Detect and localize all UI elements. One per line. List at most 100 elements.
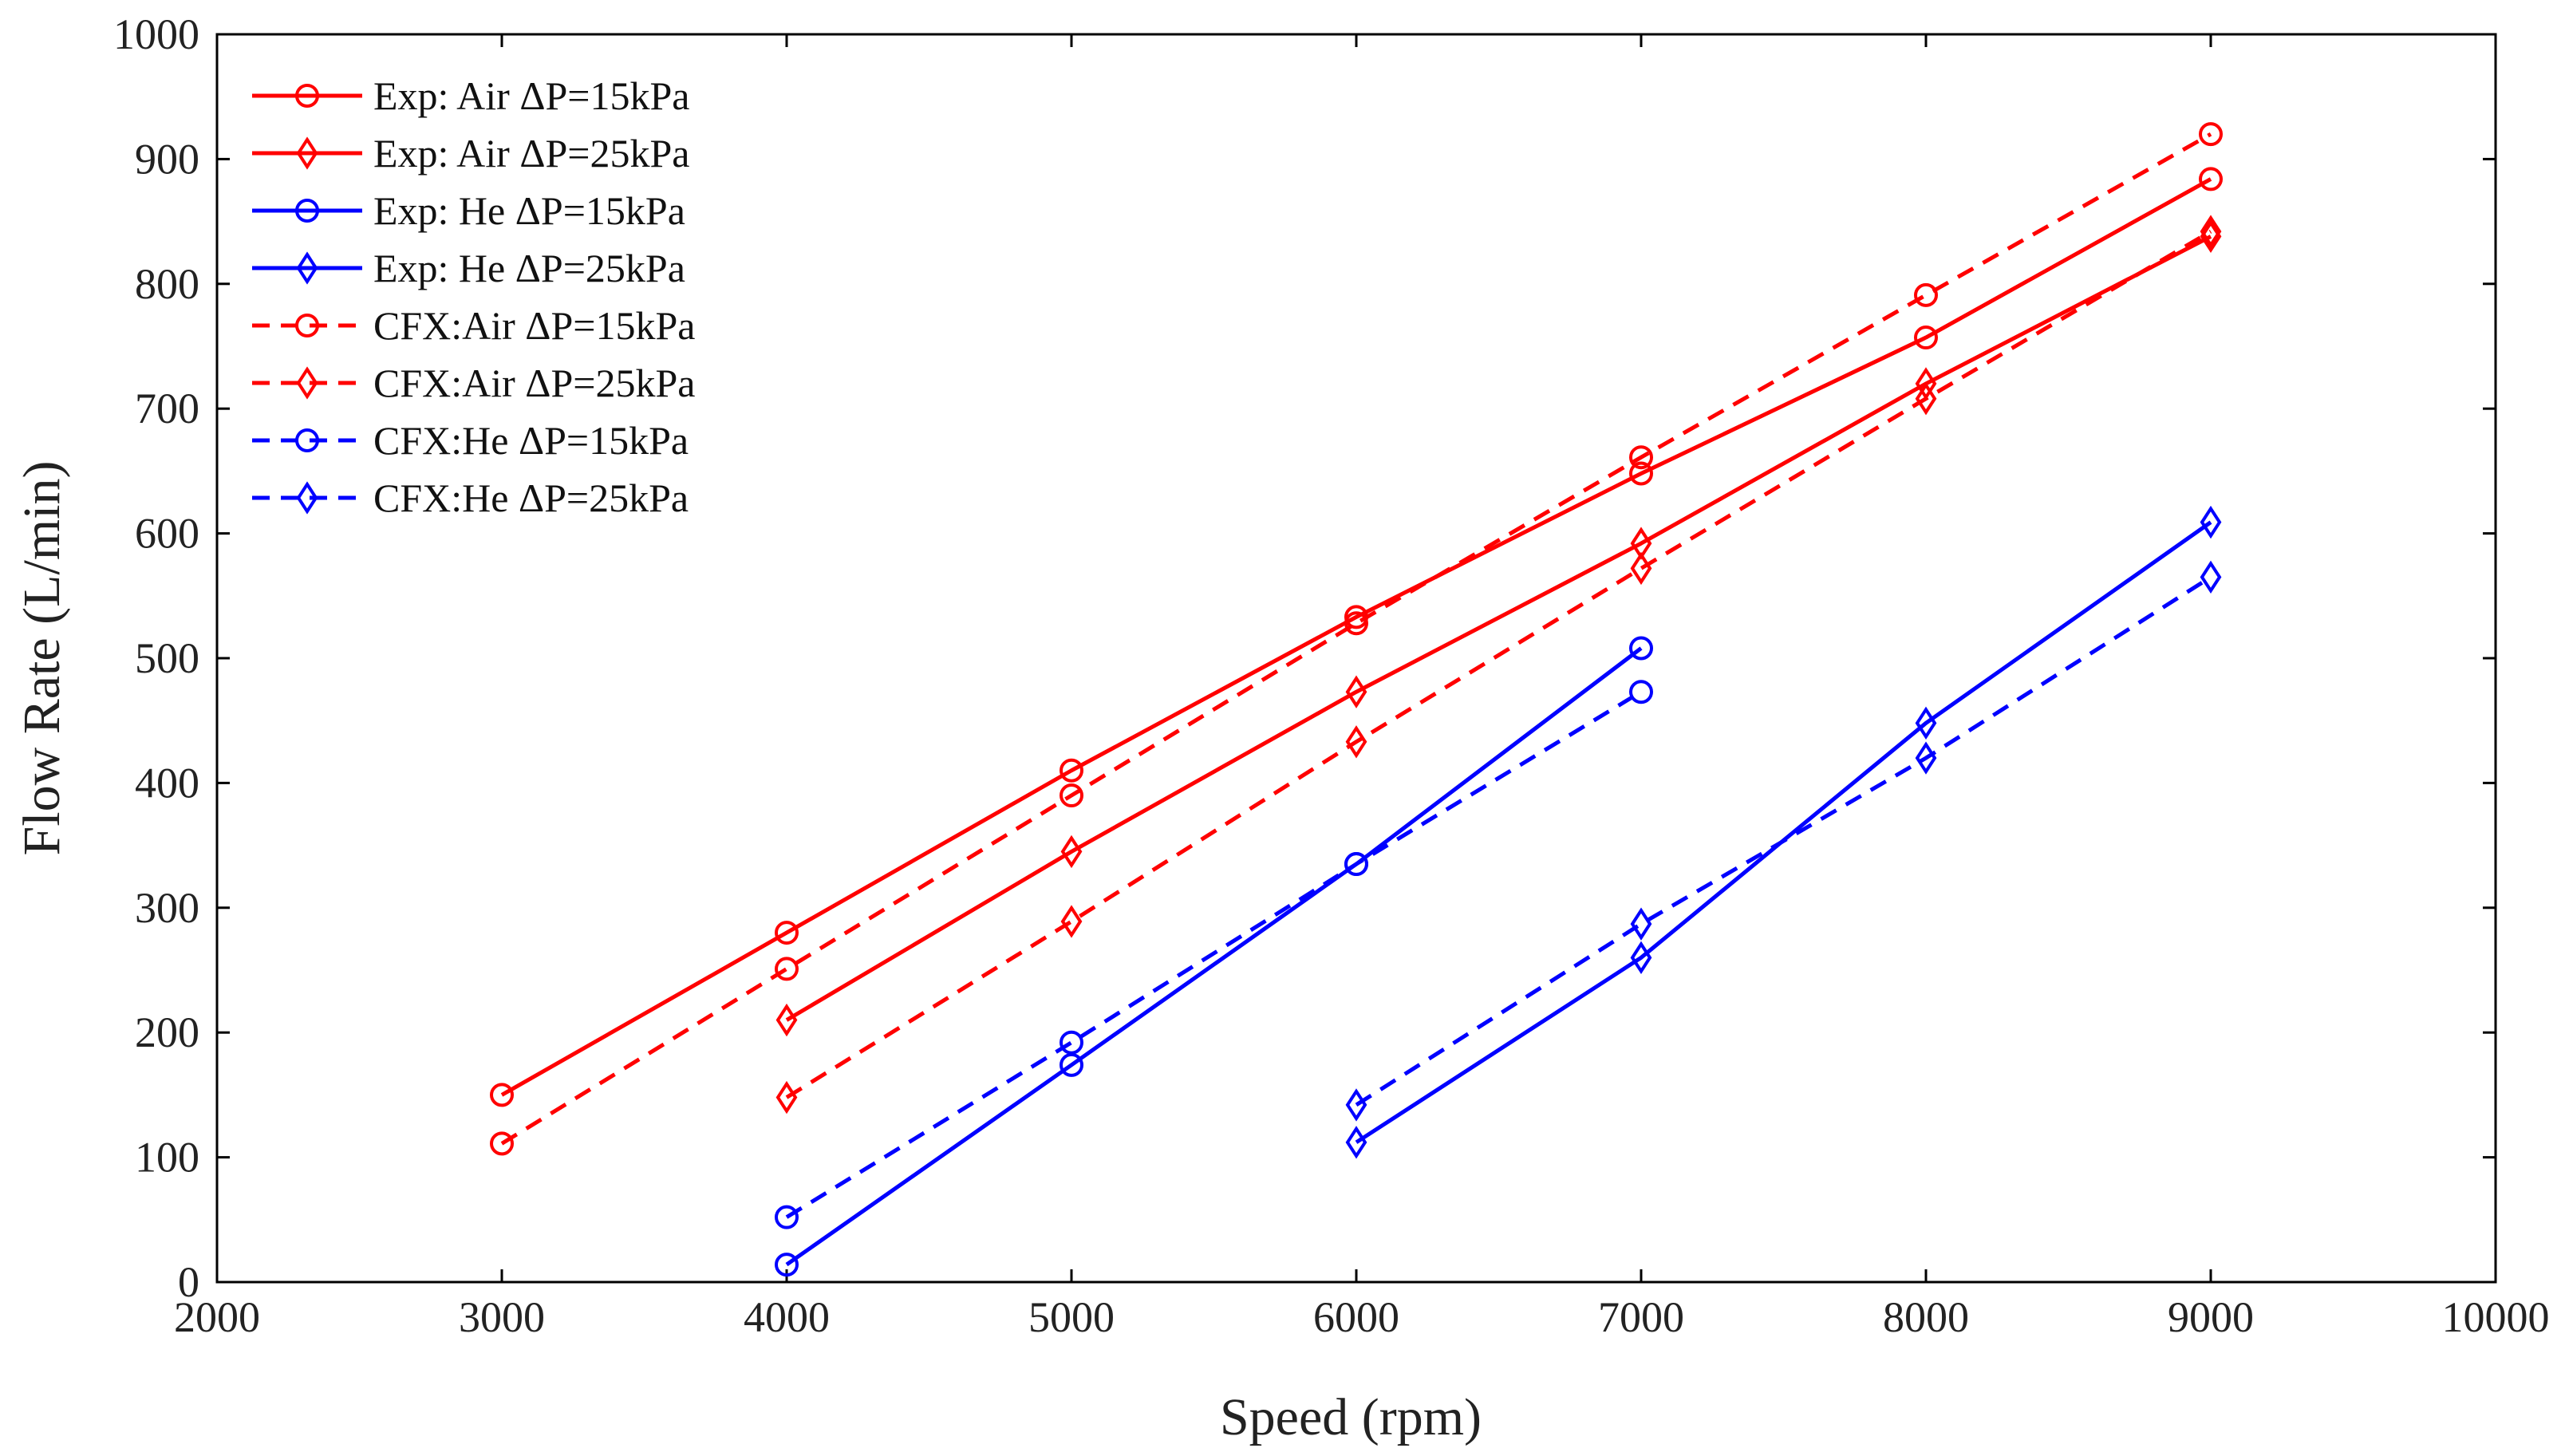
data-point xyxy=(1630,907,1652,941)
y-tick-label: 900 xyxy=(135,135,199,183)
data-point xyxy=(775,1080,798,1115)
data-point xyxy=(1915,706,1937,740)
legend-item: Exp: He ΔP=15kPa xyxy=(252,188,685,233)
legend-marker xyxy=(295,199,319,223)
legend-label: CFX:He ΔP=15kPa xyxy=(373,418,689,463)
legend-item: Exp: He ΔP=25kPa xyxy=(252,246,685,290)
data-point xyxy=(2200,505,2222,539)
series-line xyxy=(785,646,1643,1267)
x-tick-label: 2000 xyxy=(174,1293,260,1341)
legend-item: CFX:He ΔP=15kPa xyxy=(252,418,689,463)
data-point xyxy=(1914,282,1938,307)
data-point xyxy=(2200,219,2222,254)
y-tick-label: 1000 xyxy=(113,10,199,58)
data-point xyxy=(1060,1030,1083,1055)
data-point xyxy=(1060,758,1083,783)
y-tick-label: 0 xyxy=(178,1258,199,1306)
y-tick-label: 500 xyxy=(135,634,199,682)
data-point xyxy=(775,1253,799,1277)
legend-label: CFX:Air ΔP=15kPa xyxy=(373,303,695,348)
series-8 xyxy=(1345,560,2222,1122)
data-point xyxy=(1629,680,1653,704)
y-tick-label: 700 xyxy=(135,385,199,432)
data-point xyxy=(1629,461,1653,486)
legend-label: CFX:Air ΔP=25kPa xyxy=(373,361,695,405)
series-1 xyxy=(490,167,2223,1107)
data-point xyxy=(2199,122,2223,147)
data-point xyxy=(490,1083,514,1107)
series-line xyxy=(785,690,1643,1219)
series-5 xyxy=(490,122,2223,1156)
x-tick-label: 3000 xyxy=(459,1293,545,1341)
legend-item: CFX:He ΔP=25kPa xyxy=(252,475,689,520)
series-line xyxy=(785,229,2212,1099)
data-point xyxy=(1345,725,1367,759)
legend-item: CFX:Air ΔP=25kPa xyxy=(252,361,695,405)
data-point xyxy=(1629,445,1653,470)
x-tick-label: 6000 xyxy=(1313,1293,1399,1341)
legend-item: CFX:Air ΔP=15kPa xyxy=(252,303,695,348)
data-point xyxy=(1915,382,1937,416)
data-point xyxy=(2200,560,2222,594)
data-point xyxy=(775,921,799,945)
x-tick-label: 9000 xyxy=(2168,1293,2254,1341)
legend-marker xyxy=(296,136,318,170)
data-point xyxy=(1345,1088,1367,1122)
series-line xyxy=(500,177,2212,1097)
legend-label: Exp: Air ΔP=25kPa xyxy=(373,131,689,176)
series-line xyxy=(1355,575,2212,1107)
data-point xyxy=(1914,326,1938,350)
data-point xyxy=(1060,1052,1083,1077)
legend-marker xyxy=(296,481,318,515)
series-6 xyxy=(775,215,2222,1115)
y-tick-label: 300 xyxy=(135,884,199,932)
data-point xyxy=(1060,905,1083,938)
legend-marker xyxy=(295,314,319,337)
legend-label: Exp: Air ΔP=15kPa xyxy=(373,73,689,118)
x-tick-label: 7000 xyxy=(1598,1293,1684,1341)
data-point xyxy=(775,1205,799,1229)
data-point xyxy=(1630,941,1652,975)
legend-marker xyxy=(296,251,318,285)
data-point xyxy=(2200,215,2222,248)
x-axis-title: Speed (rpm) xyxy=(1220,1388,1482,1446)
data-point xyxy=(1345,1126,1367,1159)
data-point xyxy=(2199,167,2223,191)
series-line xyxy=(785,235,2212,1022)
x-tick-label: 8000 xyxy=(1883,1293,1969,1341)
data-point xyxy=(1915,741,1937,775)
data-point xyxy=(1344,852,1368,877)
x-axis: 2000 3000 4000 5000 6000 7000 8000 9000 10000 xyxy=(174,34,2550,1341)
data-point xyxy=(1344,611,1368,636)
legend-item: Exp: Air ΔP=25kPa xyxy=(252,131,689,176)
legend-marker xyxy=(295,84,319,108)
y-tick-label: 200 xyxy=(135,1008,199,1056)
legend-marker xyxy=(296,366,318,400)
legend-label: Exp: He ΔP=25kPa xyxy=(373,246,685,290)
legend-label: Exp: He ΔP=15kPa xyxy=(373,188,685,233)
x-tick-label: 10000 xyxy=(2442,1293,2550,1341)
data-point xyxy=(1629,636,1653,661)
data-point xyxy=(1060,835,1083,869)
data-point xyxy=(1630,551,1652,586)
data-point xyxy=(490,1131,514,1156)
legend: Exp: Air ΔP=15kPa Exp: Air ΔP=25kPa Exp: H… xyxy=(252,73,695,520)
y-tick-label: 100 xyxy=(135,1134,199,1182)
y-tick-label: 800 xyxy=(135,260,199,308)
legend-marker xyxy=(295,428,319,452)
data-point xyxy=(775,957,799,981)
y-tick-label: 400 xyxy=(135,759,199,807)
data-point xyxy=(1345,675,1367,708)
legend-item: Exp: Air ΔP=15kPa xyxy=(252,73,689,118)
data-point xyxy=(775,1003,798,1037)
data-point xyxy=(1060,783,1083,808)
y-axis: 0 100 200 300 400 500 600 700 800 900 1000 xyxy=(113,10,2496,1306)
x-tick-label: 4000 xyxy=(744,1293,830,1341)
legend-label: CFX:He ΔP=25kPa xyxy=(373,475,689,520)
series-7 xyxy=(775,680,1653,1229)
y-tick-label: 600 xyxy=(135,510,199,558)
x-tick-label: 5000 xyxy=(1028,1293,1115,1341)
series-layer xyxy=(490,122,2223,1277)
